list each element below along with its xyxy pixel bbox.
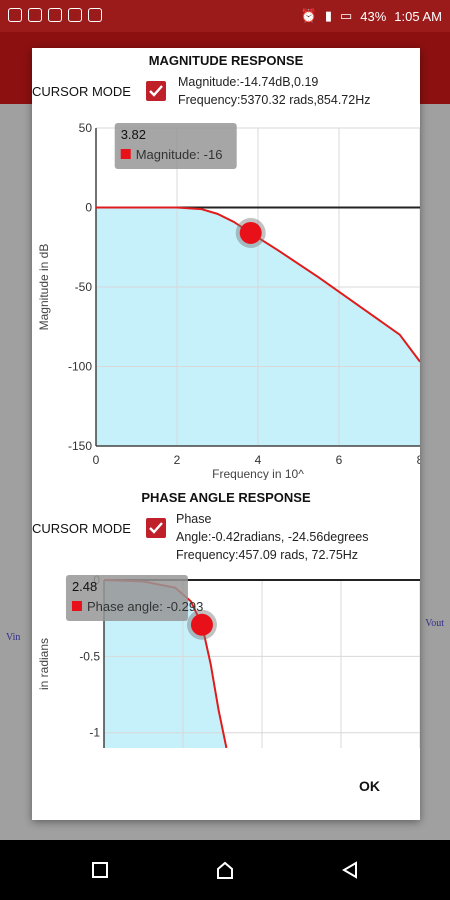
clock: 1:05 AM	[394, 8, 442, 24]
phase-readout-angle: Angle:-0.42radians, -24.56degrees	[176, 530, 369, 544]
tooltip-box	[65, 575, 188, 621]
signal-icon: ▮	[324, 8, 332, 23]
cloud-icon	[48, 8, 62, 22]
phase-cursor-mode-checkbox[interactable]	[146, 518, 166, 538]
y-tick-label: -150	[68, 439, 92, 453]
magnitude-title: MAGNITUDE RESPONSE	[148, 53, 304, 68]
cursor-marker	[190, 613, 213, 636]
magnitude-readout-frequency: Frequency:5370.32 rads,854.72Hz	[178, 93, 371, 107]
navigation-bar	[0, 840, 450, 900]
y-tick-label: -0.5	[79, 649, 100, 663]
tooltip-title: 3.82	[121, 127, 146, 142]
home-icon[interactable]	[215, 860, 235, 880]
x-tick-label: 4	[255, 453, 262, 467]
tooltip-title: 2.48	[72, 579, 97, 594]
tooltip-value: Phase angle: -0.293	[87, 599, 203, 614]
check-icon	[149, 85, 163, 97]
settings-icon	[68, 8, 82, 22]
y-axis-label: in radians	[37, 638, 51, 690]
phase-title: PHASE ANGLE RESPONSE	[141, 490, 311, 505]
phase-readout-frequency: Frequency:457.09 rads, 72.75Hz	[176, 548, 359, 562]
vin-label: Vin	[6, 632, 21, 643]
magnitude-cursor-mode-label: CURSOR MODE	[32, 84, 131, 99]
tooltip-legend-swatch	[120, 149, 131, 159]
y-tick-label: -50	[75, 280, 93, 294]
y-axis-label: Magnitude in dB	[37, 244, 51, 331]
magnitude-cursor-mode-checkbox[interactable]	[146, 81, 166, 101]
response-dialog: MAGNITUDE RESPONSE CURSOR MODE Magnitude…	[32, 48, 420, 820]
y-tick-label: 0	[85, 201, 92, 215]
y-tick-label: -1	[89, 726, 100, 740]
battery-level: 43%	[360, 8, 387, 24]
magnitude-chart[interactable]: 500-50-100-15002468Frequency in 10^Magni…	[32, 120, 420, 480]
image-icon	[28, 8, 42, 22]
x-tick-label: 8	[417, 453, 420, 467]
y-tick-label: -100	[68, 360, 92, 374]
y-tick-label: 50	[79, 121, 93, 135]
tooltip-box	[114, 123, 237, 169]
cursor-marker	[239, 221, 262, 244]
x-tick-label: 0	[93, 453, 100, 467]
notification-icons	[8, 8, 102, 22]
alarm-icon: ⏰	[300, 8, 317, 23]
tooltip-legend-swatch	[71, 601, 82, 611]
x-tick-label: 6	[336, 453, 343, 467]
check-icon	[149, 522, 163, 534]
phase-readout: Phase Angle:-0.42radians, -24.56degrees …	[176, 510, 369, 564]
status-bar: ⏰ ▮ ▭ 43% 1:05 AM	[0, 0, 450, 32]
notification-icon	[8, 8, 22, 22]
lock-icon	[88, 8, 102, 22]
back-icon[interactable]	[340, 860, 360, 880]
x-axis-label: Frequency in 10^	[212, 467, 304, 480]
magnitude-readout-value: Magnitude:-14.74dB,0.19	[178, 75, 319, 89]
vout-label: Vout	[425, 618, 444, 629]
x-tick-label: 2	[174, 453, 181, 467]
magnitude-readout: Magnitude:-14.74dB,0.19 Frequency:5370.3…	[178, 73, 371, 109]
tooltip-value: Magnitude: -16	[136, 147, 223, 162]
ok-button[interactable]: OK	[359, 778, 380, 794]
phase-cursor-mode-label: CURSOR MODE	[32, 521, 131, 536]
battery-icon: ▭	[339, 8, 353, 23]
phase-readout-label: Phase	[176, 512, 212, 526]
recents-icon[interactable]	[90, 860, 110, 880]
